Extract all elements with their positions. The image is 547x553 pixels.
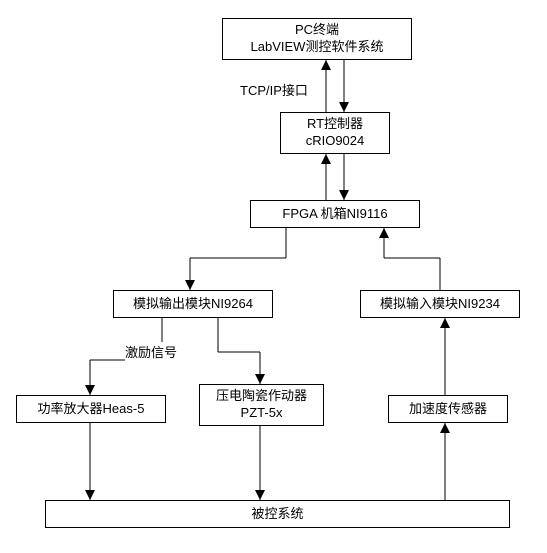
node-amp: 功率放大器Heas-5: [16, 395, 166, 423]
node-fpga-line1: FPGA 机箱NI9116: [282, 206, 387, 223]
edge-label-exc: 激励信号: [125, 342, 177, 361]
node-pc-line2: LabVIEW测控软件系统: [251, 39, 384, 56]
node-acc: 加速度传感器: [388, 395, 508, 423]
node-rt-line2: cRIO9024: [306, 133, 365, 150]
node-acc-line1: 加速度传感器: [409, 401, 487, 418]
node-sys: 被控系统: [45, 500, 510, 528]
node-pc: PC终端 LabVIEW测控软件系统: [222, 18, 412, 60]
node-amp-line1: 功率放大器Heas-5: [38, 401, 145, 418]
node-aout: 模拟输出模块NI9264: [113, 290, 273, 318]
node-rt-line1: RT控制器: [307, 116, 363, 133]
node-fpga: FPGA 机箱NI9116: [250, 200, 420, 228]
node-ain: 模拟输入模块NI9234: [360, 290, 520, 318]
node-pc-line1: PC终端: [295, 22, 339, 39]
edge-label-tcpip: TCP/IP接口: [240, 80, 308, 99]
node-ain-line1: 模拟输入模块NI9234: [380, 296, 500, 313]
node-rt: RT控制器 cRIO9024: [280, 112, 390, 154]
node-sys-line1: 被控系统: [251, 506, 303, 523]
node-pzt-line2: PZT-5x: [241, 405, 283, 422]
node-aout-line1: 模拟输出模块NI9264: [133, 296, 253, 313]
node-pzt-line1: 压电陶瓷作动器: [216, 388, 307, 405]
node-pzt: 压电陶瓷作动器 PZT-5x: [199, 384, 324, 426]
